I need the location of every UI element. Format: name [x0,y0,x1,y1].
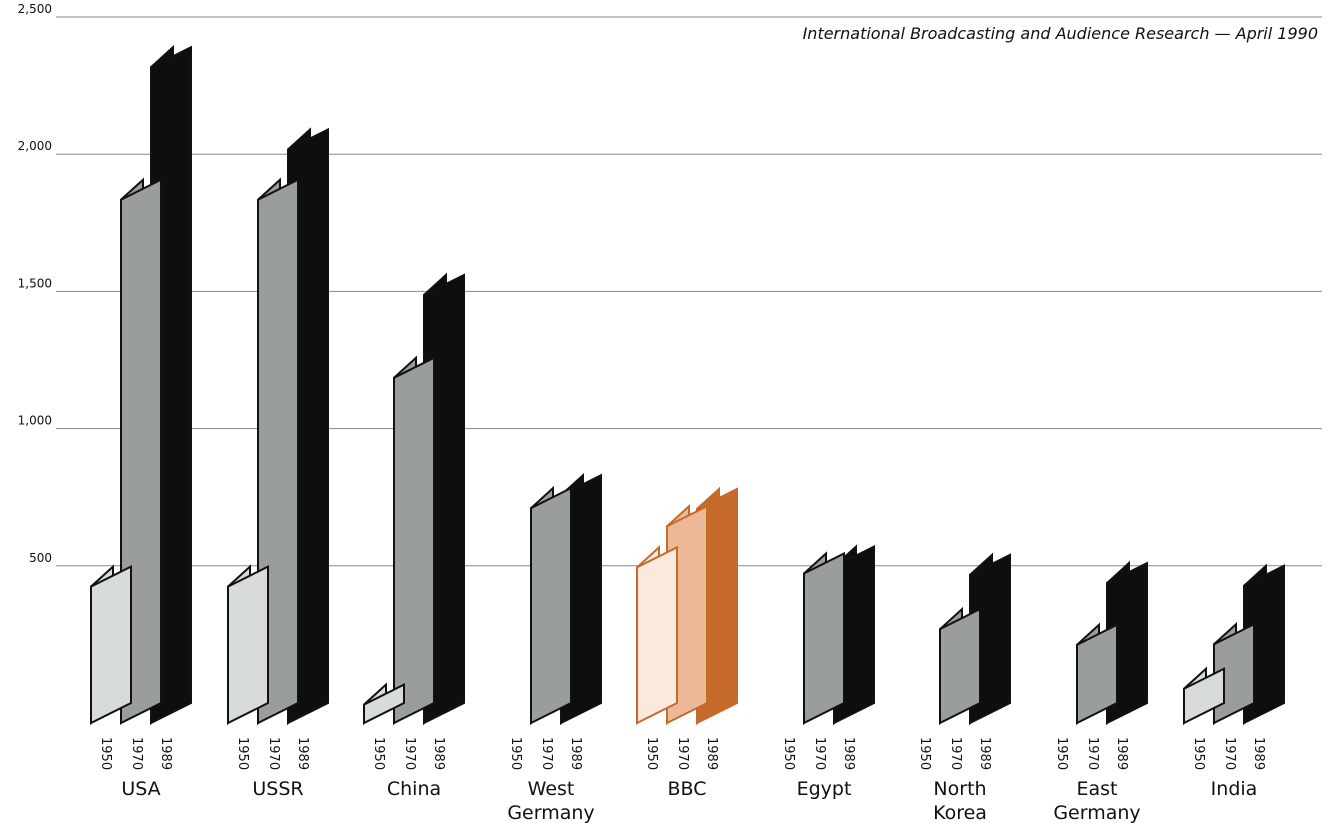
y-tick-label: 1,000 [18,414,52,428]
bar-face [803,551,845,725]
year-tick-label: 1989 [977,737,992,770]
year-tick-label: 1989 [158,737,173,770]
source-note: International Broadcasting and Audience … [803,24,1318,43]
category-label: East [1077,778,1118,800]
year-tick-label: 1989 [431,737,446,770]
year-tick-label: 1970 [1222,737,1237,770]
year-tick-label: 1970 [129,737,144,770]
category-label: West [528,778,575,800]
year-tick-label: 1989 [1251,737,1266,770]
category-label: BBC [667,778,706,800]
year-tick-label: 1970 [402,737,417,770]
year-tick-label: 1989 [704,737,719,770]
category-label: USSR [252,778,303,800]
bar-face [939,607,981,725]
year-tick-label: 1970 [266,737,281,770]
year-tick-label: 1950 [1191,737,1206,770]
year-tick-label: 1989 [568,737,583,770]
year-tick-label: 1950 [98,737,113,770]
y-tick-label: 2,500 [18,2,52,16]
bar-face [1076,623,1118,725]
year-tick-label: 1950 [235,737,250,770]
year-tick-label: 1970 [539,737,554,770]
year-tick-label: 1970 [948,737,963,770]
year-tick-label: 1950 [508,737,523,770]
year-tick-label: 1950 [644,737,659,770]
category-label: North [933,778,986,800]
bars-layer [90,44,1285,726]
category-label: India [1211,778,1258,800]
year-tick-label: 1989 [295,737,310,770]
year-tick-label: 1989 [1114,737,1129,770]
bar-face [393,356,435,725]
bar-face [363,682,405,725]
bar-face [227,565,269,725]
category-label: Germany [1053,802,1140,823]
bar-face [636,545,678,725]
year-tick-label: 1970 [675,737,690,770]
year-tick-label: 1970 [812,737,827,770]
year-tick-label: 1950 [917,737,932,770]
y-tick-label: 500 [29,551,52,565]
year-tick-label: 1950 [371,737,386,770]
year-tick-label: 1970 [1085,737,1100,770]
category-label: Korea [933,802,987,823]
category-label: Germany [507,802,594,823]
year-tick-label: 1950 [781,737,796,770]
year-tick-label: 1950 [1054,737,1069,770]
year-tick-label: 1989 [841,737,856,770]
category-label: USA [121,778,160,800]
bar-face [1183,667,1225,725]
y-tick-label: 1,500 [18,276,52,290]
bar-face [530,486,572,725]
category-label: China [387,778,441,800]
category-label: Egypt [797,778,852,800]
grid-layer: 500 1,000 1,500 2,000 2,500 [18,2,1322,567]
bar-face [90,565,132,725]
y-tick-label: 2,000 [18,139,52,153]
